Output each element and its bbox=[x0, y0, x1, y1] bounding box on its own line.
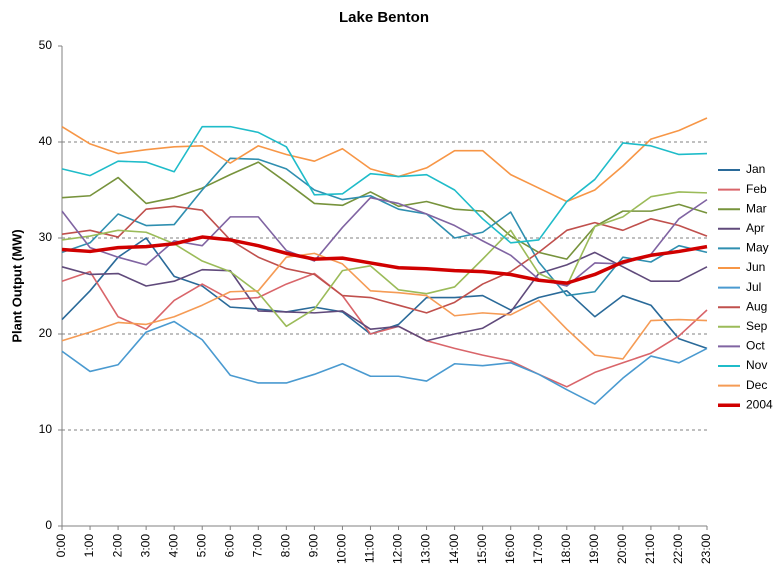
legend-label: Jun bbox=[746, 260, 765, 274]
x-tick-label: 7:00 bbox=[250, 534, 264, 558]
series-line bbox=[61, 205, 708, 314]
legend-label: Apr bbox=[746, 221, 765, 235]
chart-title: Lake Benton bbox=[339, 9, 429, 26]
series-line bbox=[61, 320, 708, 405]
series-line bbox=[61, 235, 708, 285]
x-tick-label: 10:00 bbox=[335, 534, 349, 564]
x-tick-label: 12:00 bbox=[391, 534, 405, 564]
y-tick-label: 50 bbox=[39, 38, 53, 52]
y-tick-label: 10 bbox=[39, 422, 53, 436]
series-line bbox=[61, 270, 708, 388]
x-tick-label: 16:00 bbox=[503, 534, 517, 564]
x-tick-label: 6:00 bbox=[222, 534, 236, 558]
x-tick-label: 1:00 bbox=[82, 534, 96, 558]
y-tick-label: 40 bbox=[39, 134, 53, 148]
series-line bbox=[61, 251, 708, 342]
legend-label: Oct bbox=[746, 339, 765, 353]
x-tick-label: 4:00 bbox=[166, 534, 180, 558]
series-line bbox=[61, 117, 708, 203]
legend-label: Jan bbox=[746, 162, 765, 176]
x-tick-label: 9:00 bbox=[307, 534, 321, 558]
legend-label: 2004 bbox=[746, 397, 773, 411]
series-line bbox=[61, 191, 708, 328]
x-tick-label: 18:00 bbox=[559, 534, 573, 564]
series-line bbox=[61, 237, 708, 350]
x-tick-label: 15:00 bbox=[475, 534, 489, 564]
legend-label: Nov bbox=[746, 358, 767, 372]
legend-label: Aug bbox=[746, 299, 767, 313]
y-tick-label: 30 bbox=[39, 230, 53, 244]
y-axis-title: Plant Output (MW) bbox=[9, 229, 24, 342]
y-tick-label: 0 bbox=[45, 518, 52, 532]
x-tick-label: 0:00 bbox=[54, 534, 68, 558]
legend-label: Dec bbox=[746, 378, 767, 392]
x-tick-label: 2:00 bbox=[110, 534, 124, 558]
series-line bbox=[61, 252, 708, 360]
x-tick-label: 20:00 bbox=[615, 534, 629, 564]
legend-label: Feb bbox=[746, 182, 767, 196]
x-tick-label: 17:00 bbox=[531, 534, 545, 564]
x-tick-label: 13:00 bbox=[419, 534, 433, 564]
legend-label: Jul bbox=[746, 280, 761, 294]
legend-label: Mar bbox=[746, 201, 767, 215]
x-tick-label: 23:00 bbox=[699, 534, 713, 564]
y-tick-label: 20 bbox=[39, 326, 53, 340]
x-tick-label: 11:00 bbox=[363, 534, 377, 563]
legend-label: May bbox=[746, 241, 769, 255]
x-tick-label: 19:00 bbox=[587, 534, 601, 564]
x-tick-label: 3:00 bbox=[138, 534, 152, 558]
x-tick-label: 8:00 bbox=[279, 534, 293, 558]
legend-label: Sep bbox=[746, 319, 768, 333]
series-line bbox=[61, 125, 708, 244]
x-tick-label: 14:00 bbox=[447, 534, 461, 564]
x-tick-label: 21:00 bbox=[643, 534, 657, 564]
x-tick-label: 22:00 bbox=[671, 534, 685, 564]
x-tick-label: 5:00 bbox=[194, 534, 208, 558]
series-line bbox=[61, 157, 708, 297]
